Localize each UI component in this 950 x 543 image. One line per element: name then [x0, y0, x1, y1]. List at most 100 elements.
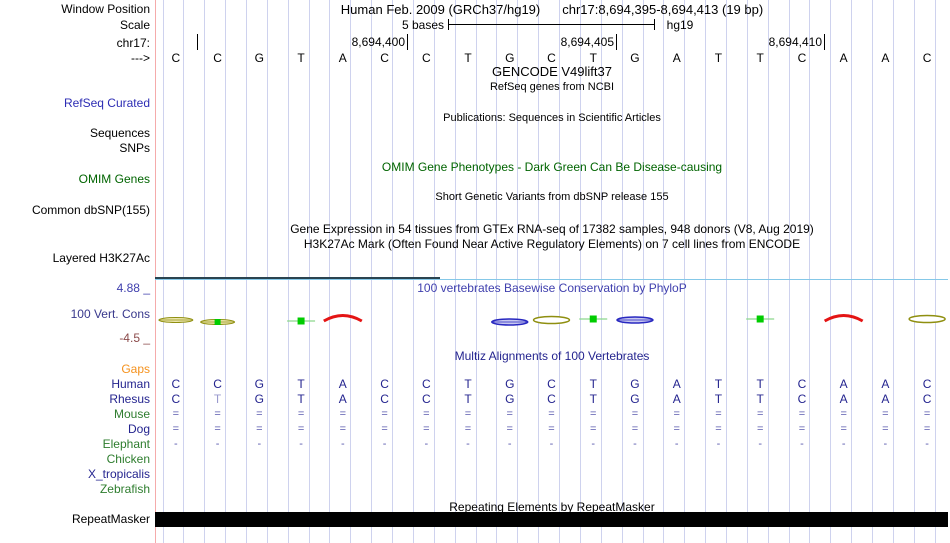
sequence-base: A — [839, 51, 848, 65]
gridline — [872, 0, 874, 543]
alignment-cell: = — [882, 408, 889, 420]
alignment-cell: - — [925, 438, 929, 450]
sequence-base: A — [881, 51, 890, 65]
conservation-track[interactable] — [155, 303, 948, 339]
alignment-cell: A — [839, 377, 848, 391]
alignment-cell: = — [214, 408, 221, 420]
gtex-title[interactable]: Gene Expression in 54 tissues from GTEx … — [290, 222, 814, 236]
alignment-cell: - — [549, 438, 554, 450]
alignment-cell: = — [631, 408, 639, 420]
scale-label: Scale — [119, 18, 150, 32]
species-label-elephant[interactable]: Elephant — [102, 437, 150, 451]
multiz-title[interactable]: Multiz Alignments of 100 Vertebrates — [454, 349, 650, 363]
window-position-label: Window Position — [61, 2, 150, 16]
scale-bracket-tick-left — [448, 19, 449, 30]
sequence-base: C — [547, 51, 556, 65]
refseq-ncbi-title[interactable]: RefSeq genes from NCBI — [489, 81, 615, 93]
alignment-cell: = — [172, 408, 180, 420]
refseq-curated-label[interactable]: RefSeq Curated — [63, 96, 150, 110]
sequence-base: A — [338, 51, 347, 65]
alignment-cell: = — [590, 423, 597, 435]
alignment-cell: T — [589, 377, 597, 391]
snps-label[interactable]: SNPs — [119, 141, 150, 155]
species-label-zebrafish[interactable]: Zebrafish — [99, 482, 150, 496]
alignment-cell: - — [466, 438, 470, 450]
alignment-cell: = — [798, 408, 806, 420]
publications-title[interactable]: Publications: Sequences in Scientific Ar… — [443, 112, 661, 124]
species-label-dog[interactable]: Dog — [127, 422, 150, 436]
repeatmasker-label[interactable]: RepeatMasker — [71, 512, 150, 526]
repeatmasker-title[interactable]: Repeating Elements by RepeatMasker — [449, 500, 655, 514]
alignment-cell: = — [590, 408, 597, 420]
conservation-mark — [589, 315, 597, 323]
alignment-cell: - — [800, 438, 804, 450]
sequence-base: C — [922, 51, 932, 65]
alignment-cell: A — [881, 377, 890, 391]
gridline — [600, 0, 602, 543]
species-label-gaps[interactable]: Gaps — [121, 362, 150, 376]
layered-h3k27ac-label[interactable]: Layered H3K27Ac — [52, 251, 150, 265]
gridline — [183, 0, 185, 543]
omim-phenotypes-title[interactable]: OMIM Gene Phenotypes - Dark Green Can Be… — [381, 160, 723, 174]
gridline — [725, 0, 727, 543]
species-label-x_tropicalis[interactable]: X_tropicalis — [87, 467, 150, 481]
strand-arrow: ---> — [131, 51, 150, 65]
sequence-base: C — [797, 51, 807, 65]
alignment-cell: - — [299, 438, 303, 450]
repeatmasker-bar[interactable] — [155, 512, 948, 527]
gridline — [266, 0, 268, 543]
sequences-label[interactable]: Sequences — [89, 126, 150, 140]
conservation-mark — [823, 314, 864, 323]
alignment-cell: G — [505, 377, 515, 391]
species-label-rhesus[interactable]: Rhesus — [109, 392, 150, 406]
alignment-cell: - — [257, 438, 262, 450]
alignment-cell: = — [297, 408, 305, 420]
h3k27ac-title[interactable]: H3K27Ac Mark (Often Found Near Active Re… — [303, 237, 801, 251]
ruler-tick-label: 8,694,410 — [768, 35, 822, 49]
cons-scale-max: 4.88 _ — [116, 281, 150, 295]
title-assembly: Human Feb. 2009 (GRCh37/hg19) — [340, 2, 541, 17]
cons-scale-min: -4.5 _ — [119, 331, 150, 345]
gridline — [663, 0, 665, 543]
gridline — [371, 0, 373, 543]
alignment-cell: = — [464, 408, 472, 420]
alignment-cell: = — [297, 423, 305, 435]
alignment-cell: G — [630, 392, 640, 406]
cons-track-label[interactable]: 100 Vert. Cons — [70, 307, 150, 321]
alignment-cell: = — [214, 423, 221, 435]
species-label-human[interactable]: Human — [111, 377, 150, 391]
conservation-title[interactable]: 100 vertebrates Basewise Conservation by… — [417, 281, 687, 295]
gridline — [225, 0, 227, 543]
species-label-mouse[interactable]: Mouse — [113, 407, 150, 421]
omim-genes-label[interactable]: OMIM Genes — [78, 172, 150, 186]
alignment-cell: = — [673, 423, 680, 435]
sequence-base: T — [756, 51, 764, 65]
alignment-cell: A — [839, 392, 848, 406]
alignment-cell: - — [633, 438, 637, 450]
common-dbsnp-label[interactable]: Common dbSNP(155) — [31, 203, 150, 217]
species-label-chicken[interactable]: Chicken — [106, 452, 150, 466]
alignment-cell: T — [589, 392, 597, 406]
alignment-cell: C — [547, 377, 556, 391]
alignment-cell: = — [506, 423, 513, 435]
alignment-cell: C — [797, 377, 807, 391]
sequence-base: T — [297, 51, 305, 65]
conservation-mark — [532, 315, 571, 325]
ruler-tick — [616, 34, 617, 50]
page-title: Human Feb. 2009 (GRCh37/hg19) chr17:8,69… — [156, 2, 948, 17]
alignment-cell: T — [464, 377, 472, 391]
ruler-tick-label: 8,694,400 — [351, 35, 405, 49]
title-position: chr17:8,694,395-8,694,413 (19 bp) — [562, 2, 764, 17]
alignment-cell: A — [881, 392, 890, 406]
alignment-cell: = — [798, 423, 806, 435]
dbsnp-variants-title[interactable]: Short Genetic Variants from dbSNP releas… — [435, 191, 669, 203]
alignment-cell: = — [756, 423, 764, 435]
alignment-cell: G — [630, 377, 640, 391]
alignment-cell: = — [840, 408, 847, 420]
alignment-cell: - — [174, 438, 178, 450]
gencode-title[interactable]: GENCODE V49lift37 — [492, 64, 612, 79]
alignment-cell: T — [714, 377, 723, 391]
alignment-cell: C — [797, 392, 807, 406]
track-separator-dark — [155, 277, 440, 279]
gridline — [245, 0, 247, 543]
